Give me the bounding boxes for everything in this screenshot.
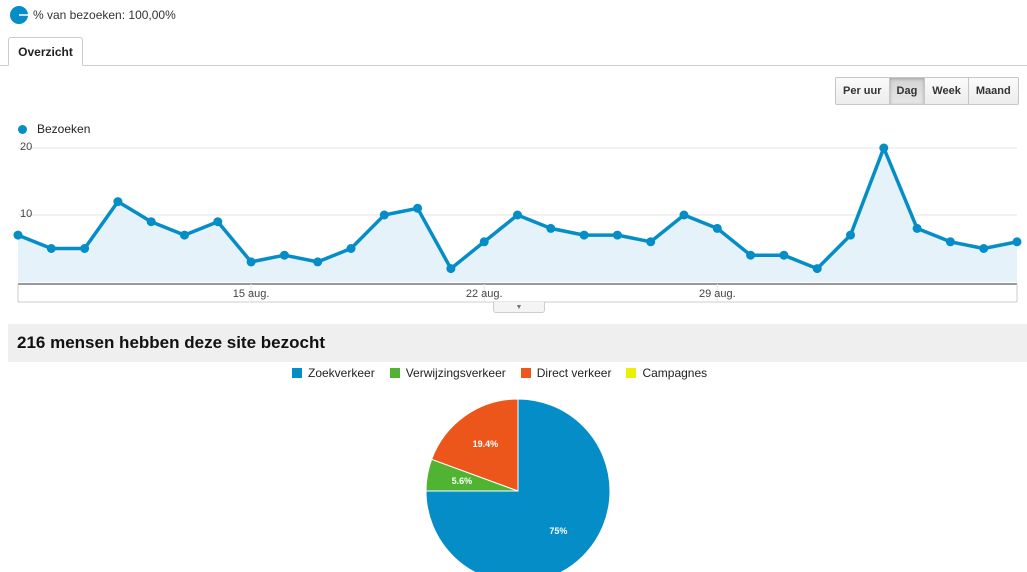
tab-bar-divider — [0, 65, 1027, 66]
data-point[interactable] — [46, 244, 56, 253]
data-point[interactable] — [879, 143, 889, 153]
granularity-toggle: Per uur Dag Week Maand — [835, 77, 1019, 105]
data-point[interactable] — [846, 230, 855, 240]
dag-button[interactable]: Dag — [888, 77, 926, 105]
data-point[interactable] — [1012, 237, 1022, 247]
pie-legend-swatch — [389, 368, 400, 378]
data-point[interactable] — [246, 257, 256, 267]
y-tick-label: 10 — [20, 208, 33, 220]
per-uur-button[interactable]: Per uur — [835, 77, 890, 105]
pie-legend: Zoekverkeer Verwijzingsverkeer Direct ve… — [292, 366, 722, 380]
data-point[interactable] — [113, 197, 123, 207]
data-point[interactable] — [646, 237, 656, 247]
data-point[interactable] — [413, 203, 423, 213]
summary-title: 216 mensen hebben deze site bezocht — [17, 333, 325, 352]
segment-label: % van bezoeken: 100,00% — [33, 8, 176, 22]
data-point[interactable] — [779, 250, 789, 260]
data-point[interactable] — [479, 237, 489, 247]
data-point[interactable] — [146, 217, 156, 227]
data-point[interactable] — [346, 244, 356, 253]
pie-legend-item-campagnes[interactable]: Campagnes — [626, 366, 707, 380]
data-point[interactable] — [446, 264, 456, 274]
data-point[interactable] — [912, 223, 922, 233]
data-point[interactable] — [612, 230, 622, 240]
y-tick-label: 20 — [20, 141, 33, 153]
data-point[interactable] — [180, 230, 189, 240]
data-point[interactable] — [13, 230, 23, 240]
data-point[interactable] — [379, 210, 389, 220]
maand-button[interactable]: Maand — [967, 77, 1019, 105]
pie-slice-label: 75% — [549, 526, 568, 537]
data-point[interactable] — [579, 230, 589, 240]
data-point[interactable] — [712, 223, 722, 233]
data-point[interactable] — [213, 217, 223, 227]
pie-legend-swatch — [292, 368, 302, 378]
segment-indicator: % van bezoeken: 100,00% — [10, 5, 176, 25]
x-tick-label: 22 aug. — [465, 288, 503, 300]
data-point[interactable] — [979, 244, 989, 253]
x-tick-label: 29 aug. — [698, 288, 736, 300]
legend-dot-icon — [18, 124, 27, 134]
x-tick-label: 15 aug. — [232, 288, 270, 300]
pie-legend-swatch — [626, 368, 637, 378]
data-point[interactable] — [279, 250, 289, 260]
pie-slice-label: 5.6% — [451, 476, 473, 487]
pie-legend-label: Zoekverkeer — [308, 366, 375, 380]
pie-slice-label: 19.4% — [472, 439, 499, 450]
pie-slice[interactable] — [425, 398, 611, 572]
data-point[interactable] — [679, 210, 689, 220]
data-point[interactable] — [513, 210, 522, 220]
tab-overzicht[interactable]: Overzicht — [8, 37, 83, 66]
data-point[interactable] — [80, 244, 90, 253]
pie-legend-label: Campagnes — [642, 366, 708, 380]
data-point[interactable] — [313, 257, 323, 267]
line-chart-legend[interactable]: Bezoeken — [18, 122, 90, 136]
data-point[interactable] — [812, 264, 822, 274]
chart-expander[interactable]: ▼ — [493, 302, 545, 313]
chevron-down-icon: ▼ — [515, 303, 523, 311]
pie-legend-label: Verwijzingsverkeer — [405, 366, 506, 380]
summary-bar: 216 mensen hebben deze site bezocht — [8, 324, 1027, 362]
week-button[interactable]: Week — [924, 77, 969, 105]
data-point[interactable] — [546, 223, 556, 233]
visits-line-chart — [13, 143, 1022, 303]
pie-legend-label: Direct verkeer — [536, 366, 612, 380]
legend-label-bezoeken: Bezoeken — [37, 122, 91, 136]
pie-slice[interactable] — [430, 398, 519, 492]
traffic-sources-pie-chart — [425, 398, 611, 572]
pie-legend-item-zoekverkeer[interactable]: Zoekverkeer — [292, 366, 375, 380]
pie-legend-swatch — [520, 368, 531, 378]
pie-legend-item-verwijzingsverkeer[interactable]: Verwijzingsverkeer — [389, 366, 506, 380]
data-point[interactable] — [945, 237, 955, 247]
pie-segment-icon — [10, 6, 28, 24]
data-point[interactable] — [746, 250, 756, 260]
pie-legend-item-direct-verkeer[interactable]: Direct verkeer — [520, 366, 612, 380]
